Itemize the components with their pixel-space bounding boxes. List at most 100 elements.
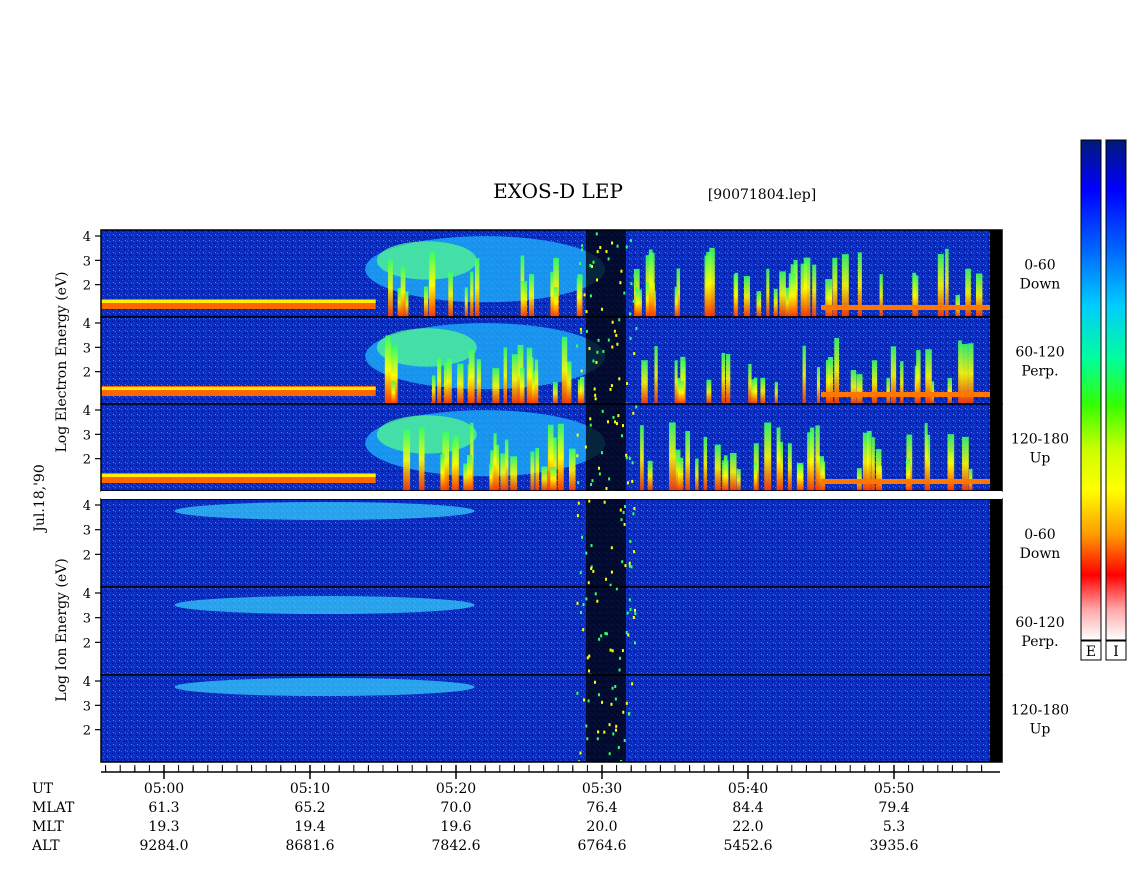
noise-dot: [593, 680, 596, 684]
burst: [541, 466, 548, 491]
burst: [418, 426, 425, 491]
noise-dot: [631, 479, 634, 483]
noise-dot: [585, 310, 588, 314]
panel-direction-label: Up: [1030, 722, 1051, 738]
noise-dot: [596, 278, 599, 282]
burst: [463, 463, 470, 491]
noise-dot: [576, 514, 579, 518]
noise-dot: [631, 461, 634, 465]
footer-value: 6764.6: [578, 838, 627, 854]
burst: [815, 425, 820, 491]
noise-dot: [582, 603, 585, 607]
noise-dot: [616, 244, 619, 248]
footer-value: 7842.6: [432, 838, 481, 854]
burst: [913, 275, 919, 317]
panel-range-label: 0-60: [1024, 527, 1055, 543]
noise-dot: [580, 331, 583, 335]
burst: [429, 253, 433, 317]
burst: [526, 347, 533, 404]
burst: [802, 345, 806, 404]
noise-dot: [631, 682, 634, 686]
noise-dot: [632, 411, 635, 415]
noise-dot: [590, 544, 593, 548]
burst: [457, 363, 464, 404]
noise-dot: [590, 565, 593, 569]
burst: [534, 359, 539, 404]
noise-dot: [611, 320, 614, 324]
burst: [647, 460, 653, 491]
noise-dot: [600, 451, 603, 455]
noise-dot: [605, 487, 608, 491]
noise-dot: [618, 377, 621, 381]
noise-dot: [619, 508, 622, 512]
noise-dot: [598, 472, 601, 476]
noise-dot: [618, 668, 621, 672]
noise-dot: [620, 518, 623, 522]
noise-dot: [590, 567, 593, 571]
plasma-cloud-core: [376, 328, 477, 367]
noise-dot: [577, 501, 580, 505]
footer-value: 9284.0: [140, 838, 189, 854]
y-tick-label: 3: [83, 612, 91, 627]
burst: [493, 433, 497, 491]
footer-value: 05:30: [582, 781, 622, 797]
noise-dot: [614, 697, 617, 701]
burst: [945, 248, 949, 317]
noise-dot: [629, 608, 632, 612]
noise-dot: [581, 248, 584, 252]
noise-dot: [606, 420, 609, 424]
panel-1: 4 3 2: [83, 229, 1003, 318]
panel-frame: [100, 674, 1003, 763]
burst: [787, 443, 792, 491]
noise-dot: [576, 433, 579, 437]
footer-value: 3935.6: [870, 838, 919, 854]
footer-value: 84.4: [732, 800, 763, 816]
burst: [856, 374, 863, 404]
burst: [437, 357, 442, 404]
burst: [552, 382, 558, 404]
footer-table: UT 05:00 05:10 05:20 05:30 05:40 05:50 MLAT 61.3…: [31, 781, 919, 854]
panel-direction-label: Up: [1030, 451, 1051, 467]
colorbar-e: [1080, 139, 1102, 641]
panel-range-label: 120-180: [1011, 432, 1069, 448]
panel-direction-label: Down: [1020, 277, 1061, 293]
burst: [906, 458, 911, 491]
panel-edge: [990, 404, 1002, 491]
burst: [677, 377, 681, 404]
panel-edge: [990, 587, 1002, 675]
burst: [968, 343, 974, 404]
low-energy-core: [101, 387, 376, 390]
burst: [685, 431, 691, 491]
burst: [734, 272, 739, 317]
panel-5: 4 3 2: [83, 586, 1003, 677]
burst: [431, 375, 436, 404]
noise-dot: [582, 628, 585, 632]
noise-dot: [608, 477, 611, 481]
burst: [640, 425, 644, 491]
footer-value: 79.4: [878, 800, 909, 816]
noise-dot: [585, 724, 588, 728]
noise-dot: [585, 551, 588, 555]
burst: [530, 451, 535, 491]
footer-value: 19.6: [440, 819, 471, 835]
noise-dot: [591, 479, 594, 483]
noise-stripe: [585, 230, 626, 317]
burst: [850, 370, 857, 404]
burst: [825, 360, 830, 404]
noise-dot: [623, 738, 626, 742]
noise-dot: [620, 269, 623, 273]
burst: [577, 379, 582, 404]
burst: [470, 271, 474, 317]
noise-dot: [627, 712, 630, 716]
burst: [776, 427, 781, 491]
noise-dot: [586, 737, 589, 741]
noise-dot: [615, 587, 618, 591]
burst: [743, 276, 750, 317]
burst: [875, 449, 882, 491]
burst: [504, 439, 509, 491]
noise-dot: [633, 282, 636, 286]
footer-value: 19.3: [148, 819, 179, 835]
burst: [519, 367, 525, 404]
footer-row-label: UT: [32, 781, 54, 797]
